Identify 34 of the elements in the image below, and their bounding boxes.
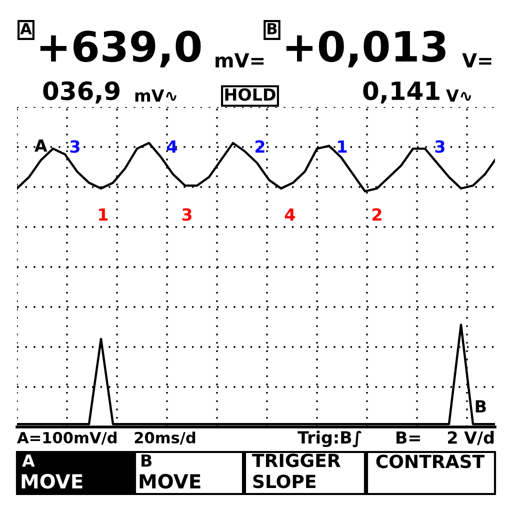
annotation: 4	[284, 208, 296, 221]
annotation: 3	[70, 140, 80, 153]
text: B	[268, 23, 277, 34]
text: +0,013	[286, 30, 446, 68]
text: 036,9	[43, 81, 120, 104]
annotation: 3	[182, 208, 192, 221]
text: V=	[462, 53, 492, 68]
annotation: 3	[435, 140, 444, 153]
annotation: 4	[166, 140, 178, 153]
text: 2 V/d	[448, 430, 494, 446]
text: TRIGGER	[252, 454, 340, 468]
text: B	[142, 454, 152, 467]
text: mV∿	[135, 89, 176, 102]
text: CONTRAST	[376, 454, 485, 468]
text: Trig:B∫	[298, 430, 362, 448]
text: B=	[396, 431, 420, 444]
text: A=100mV/d	[17, 432, 116, 445]
text: A	[22, 454, 35, 467]
text: V∿	[446, 89, 472, 102]
annotation: 2	[256, 140, 264, 153]
text: A	[20, 23, 32, 34]
text: MOVE	[22, 474, 82, 489]
text: MOVE	[140, 474, 200, 489]
text: HOLD	[225, 88, 276, 101]
text: 20ms/d	[134, 432, 196, 445]
annotation: 1	[338, 140, 347, 153]
annotation: 2	[372, 208, 382, 221]
text: 0,141	[363, 81, 440, 104]
annotation: 1	[99, 208, 108, 221]
series-label: B	[476, 400, 486, 412]
series-label: A	[34, 139, 48, 152]
text: SLOPE	[253, 474, 316, 488]
text: mV=	[216, 53, 264, 68]
text: +639,0	[40, 30, 201, 68]
